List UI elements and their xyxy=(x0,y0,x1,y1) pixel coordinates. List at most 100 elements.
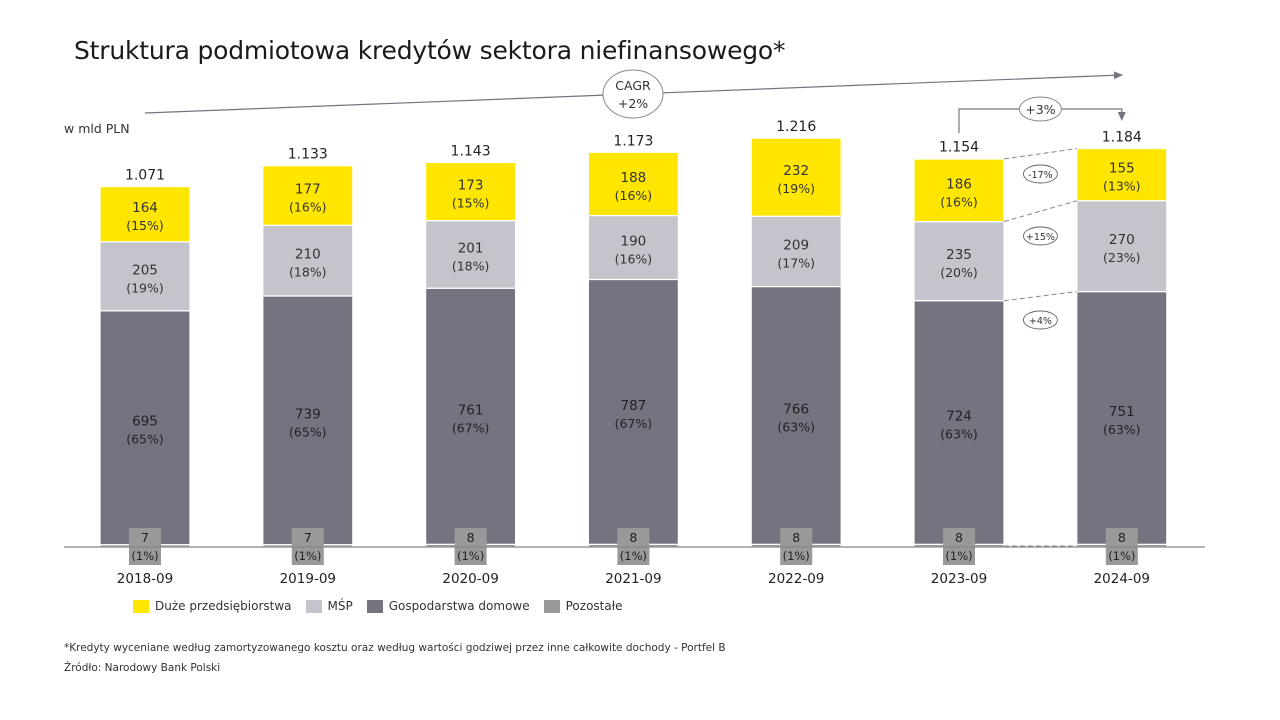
value-label-msp-2023-09: 235 xyxy=(946,247,972,263)
legend-swatch-duze xyxy=(133,599,149,613)
value-label-pozostale-2021-09: 8 xyxy=(629,530,637,545)
share-label-pozostale-2019-09: (1%) xyxy=(294,549,321,563)
value-label-gosp-2023-09: 724 xyxy=(946,408,972,424)
share-label-gosp-2024-09: (63%) xyxy=(1103,422,1141,437)
legend-swatch-gosp xyxy=(366,599,383,613)
yoy-label-yoy_duze: -17% xyxy=(1028,170,1053,181)
legend-item-pozostale: Pozostałe xyxy=(543,599,623,613)
value-label-gosp-2020-09: 761 xyxy=(458,402,484,418)
bar-segment-duze-2022-09 xyxy=(750,137,842,217)
value-label-gosp-2021-09: 787 xyxy=(621,398,647,414)
value-label-duze-2019-09: 177 xyxy=(295,182,321,198)
chart-title: Struktura podmiotowa kredytów sektora ni… xyxy=(74,36,786,65)
yoy-total-bubble xyxy=(1018,96,1062,122)
value-label-msp-2021-09: 190 xyxy=(621,234,647,250)
share-label-msp-2018-09: (19%) xyxy=(126,280,164,295)
share-label-msp-2023-09: (20%) xyxy=(940,265,978,280)
value-label-pozostale-2020-09: 8 xyxy=(467,530,475,545)
bar-segment-msp-2023-09 xyxy=(913,221,1005,302)
x-tick-label-2023-09: 2023-09 xyxy=(931,571,987,587)
share-label-pozostale-2023-09: (1%) xyxy=(945,549,972,563)
value-label-duze-2022-09: 232 xyxy=(783,163,809,179)
unit-label: w mld PLN xyxy=(64,121,130,136)
share-label-msp-2022-09: (17%) xyxy=(777,255,815,270)
legend-item-msp: MŚP xyxy=(305,599,353,613)
bar-segment-duze-2024-09 xyxy=(1076,147,1168,202)
share-label-duze-2020-09: (15%) xyxy=(452,195,490,210)
value-label-gosp-2019-09: 739 xyxy=(295,406,321,422)
share-label-pozostale-2021-09: (1%) xyxy=(620,549,647,563)
x-tick-label-2018-09: 2018-09 xyxy=(117,571,173,587)
share-label-duze-2019-09: (16%) xyxy=(289,200,327,215)
connector-dashed-gosp xyxy=(1003,291,1077,302)
share-label-msp-2019-09: (18%) xyxy=(289,265,327,280)
value-label-gosp-2024-09: 751 xyxy=(1109,404,1135,420)
value-label-gosp-2018-09: 695 xyxy=(132,414,158,430)
value-label-duze-2023-09: 186 xyxy=(946,176,972,192)
value-label-duze-2020-09: 173 xyxy=(458,177,484,193)
yoy-bubble-yoy_duze xyxy=(1022,164,1058,184)
yoy-bubble-yoy_msp xyxy=(1022,226,1058,246)
bar-segment-duze-2020-09 xyxy=(425,161,517,222)
legend-item-gosp: Gospodarstwa domowe xyxy=(366,599,530,613)
share-label-pozostale-2020-09: (1%) xyxy=(457,549,484,563)
bar-segment-msp-2024-09 xyxy=(1076,200,1168,293)
legend-label-duze: Duże przedsiębiorstwa xyxy=(155,599,292,613)
share-label-gosp-2018-09: (65%) xyxy=(126,432,164,447)
legend: Duże przedsiębiorstwa MŚP Gospodarstwa d… xyxy=(133,599,623,613)
bar-segment-gosp-2019-09 xyxy=(262,295,354,546)
total-label-2021-09: 1.173 xyxy=(613,133,653,149)
bar-segment-msp-2019-09 xyxy=(262,224,354,297)
bar-segment-duze-2018-09 xyxy=(99,186,191,243)
value-label-duze-2018-09: 164 xyxy=(132,200,158,216)
cagr-bubble xyxy=(602,69,664,119)
legend-label-gosp: Gospodarstwa domowe xyxy=(388,599,530,613)
share-label-duze-2023-09: (16%) xyxy=(940,194,978,209)
x-tick-label-2020-09: 2020-09 xyxy=(442,571,498,587)
value-label-pozostale-2023-09: 8 xyxy=(955,530,963,545)
value-label-msp-2022-09: 209 xyxy=(783,237,809,253)
bar-segment-duze-2021-09 xyxy=(587,151,680,217)
bar-segment-duze-2019-09 xyxy=(262,165,354,226)
x-tick-label-2021-09: 2021-09 xyxy=(605,571,661,587)
value-label-msp-2019-09: 210 xyxy=(295,247,321,263)
legend-swatch-pozostale xyxy=(543,599,560,613)
connector-dashed-msp xyxy=(1003,200,1077,223)
share-label-pozostale-2018-09: (1%) xyxy=(131,549,158,563)
share-label-msp-2024-09: (23%) xyxy=(1103,250,1141,265)
x-tick-label-2024-09: 2024-09 xyxy=(1094,571,1150,587)
cagr-label: CAGR xyxy=(615,78,651,93)
share-label-pozostale-2022-09: (1%) xyxy=(783,549,810,563)
value-label-pozostale-2018-09: 7 xyxy=(141,530,149,545)
value-label-gosp-2022-09: 766 xyxy=(783,401,809,417)
cagr-value: +2% xyxy=(618,96,648,111)
value-label-pozostale-2019-09: 7 xyxy=(304,530,312,545)
bar-segment-msp-2020-09 xyxy=(425,219,517,289)
x-tick-label-2022-09: 2022-09 xyxy=(768,571,824,587)
value-label-msp-2018-09: 205 xyxy=(132,262,158,278)
yoy-total-label: +3% xyxy=(1025,102,1055,117)
share-label-gosp-2022-09: (63%) xyxy=(777,419,815,434)
value-label-msp-2020-09: 201 xyxy=(458,240,484,256)
total-label-2024-09: 1.184 xyxy=(1102,130,1142,146)
bar-segment-msp-2018-09 xyxy=(99,241,191,312)
legend-label-pozostale: Pozostałe xyxy=(565,599,623,613)
value-label-duze-2021-09: 188 xyxy=(621,170,647,186)
share-label-pozostale-2024-09: (1%) xyxy=(1108,549,1135,563)
share-label-duze-2021-09: (16%) xyxy=(615,188,653,203)
share-label-msp-2021-09: (16%) xyxy=(615,252,653,267)
total-label-2018-09: 1.071 xyxy=(125,168,165,184)
share-label-duze-2024-09: (13%) xyxy=(1103,179,1141,194)
yoy-bubble-yoy_gosp xyxy=(1022,310,1058,330)
total-label-2019-09: 1.133 xyxy=(288,147,328,163)
share-label-duze-2018-09: (15%) xyxy=(126,218,164,233)
total-label-2022-09: 1.216 xyxy=(776,119,816,135)
yoy-label-yoy_gosp: +4% xyxy=(1029,316,1052,327)
share-label-duze-2022-09: (19%) xyxy=(777,181,815,196)
value-label-msp-2024-09: 270 xyxy=(1109,232,1135,248)
value-label-duze-2024-09: 155 xyxy=(1109,161,1135,177)
legend-item-duze: Duże przedsiębiorstwa xyxy=(133,599,292,613)
total-label-2023-09: 1.154 xyxy=(939,140,979,156)
value-label-pozostale-2022-09: 8 xyxy=(792,530,800,545)
